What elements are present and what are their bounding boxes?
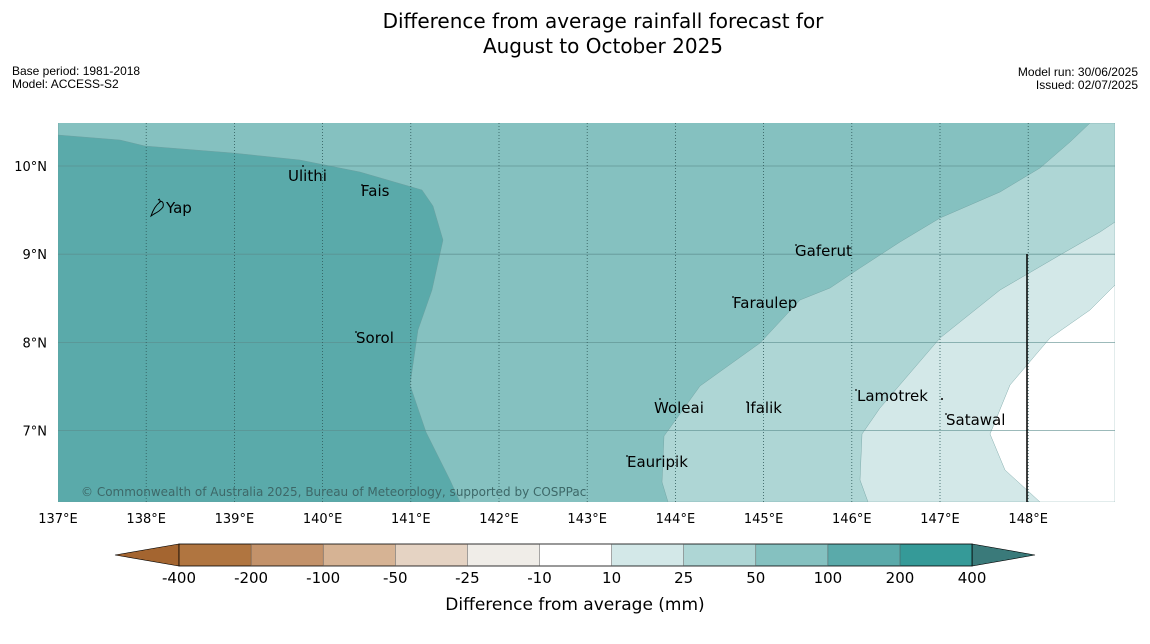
colorbar-segment — [395, 544, 468, 566]
title-line-1: Difference from average rainfall forecas… — [382, 9, 824, 33]
lat-tick-label: 10°N — [14, 160, 47, 175]
lon-tick-label: 141°E — [391, 512, 431, 527]
meta-right: Model run: 30/06/2025 Issued: 02/07/2025 — [1018, 66, 1138, 92]
island-marker — [945, 413, 947, 415]
island-marker — [659, 398, 661, 400]
place-label-eauripik: Eauripik — [627, 453, 688, 471]
place-label-sorol: Sorol — [356, 329, 394, 347]
colorbar-tick-label: 100 — [814, 569, 843, 587]
colorbar-segment — [755, 544, 829, 566]
island-marker — [302, 165, 304, 167]
longitude-gridlines — [145, 123, 1029, 502]
colorbar-tick-label: 25 — [674, 569, 693, 587]
map-title: Difference from average rainfall forecas… — [0, 9, 1150, 59]
island-marker — [626, 455, 628, 457]
colorbar-tick-label: 200 — [886, 569, 915, 587]
colorbar-extend-high — [971, 543, 1036, 567]
colorbar-extend-low — [114, 543, 180, 567]
colorbar-tick-label: 50 — [746, 569, 765, 587]
model-run-text: Model run: 30/06/2025 — [1017, 65, 1138, 79]
copyright-text: © Commonwealth of Australia 2025, Bureau… — [81, 485, 586, 499]
island-marker — [795, 244, 797, 246]
colorbar-tick-label: -200 — [234, 569, 268, 587]
model-text: Model: ACCESS-S2 — [12, 77, 119, 91]
place-label-woleai: Woleai — [654, 399, 704, 417]
lon-tick-label: 146°E — [832, 512, 872, 527]
lon-tick-label: 142°E — [479, 512, 519, 527]
lon-tick-label: 140°E — [303, 512, 343, 527]
yap-island-islet — [157, 198, 161, 201]
lon-tick-label: 143°E — [567, 512, 607, 527]
lon-tick-label: 139°E — [215, 512, 255, 527]
lon-tick-label: 137°E — [38, 512, 78, 527]
island-marker — [746, 401, 748, 403]
colorbar-segment — [900, 544, 973, 566]
colorbar-frame — [178, 543, 973, 567]
lon-tick-label: 148°E — [1008, 512, 1048, 527]
latitude-tick-labels: 10°N 9°N 8°N 7°N — [14, 160, 47, 440]
lat-tick-label: 9°N — [23, 248, 48, 263]
colorbar-segment — [179, 544, 252, 566]
place-label-ifalik: Ifalik — [746, 399, 782, 417]
colorbar-tick-label: -100 — [306, 569, 340, 587]
island-marker — [361, 184, 363, 186]
lon-tick-label: 144°E — [656, 512, 696, 527]
place-label-ulithi: Ulithi — [288, 167, 327, 185]
lon-tick-label: 147°E — [920, 512, 960, 527]
colorbar-tick-label: 400 — [958, 569, 987, 587]
place-label-lamotrek: Lamotrek — [857, 387, 928, 405]
legend-title: Difference from average (mm) — [445, 595, 704, 615]
lon-tick-label: 138°E — [126, 512, 166, 527]
colorbar-segment — [251, 544, 324, 566]
island-marker — [941, 398, 943, 400]
longitude-tick-labels: 137°E 138°E 139°E 140°E 141°E 142°E 143°E 144°E… — [38, 512, 1048, 527]
place-labels: Yap Ulithi Fais Gaferut Faraulep Sorol Lamotre… — [159, 165, 1005, 471]
colorbar-segment — [683, 544, 757, 566]
colorbar-tick-label: -50 — [383, 569, 408, 587]
island-marker — [355, 331, 357, 333]
map-area: Yap Ulithi Fais Gaferut Faraulep Sorol Lamotre… — [58, 123, 1115, 502]
region-minus10-10mm — [989, 284, 1115, 502]
colorbar-tick-label: -10 — [527, 569, 552, 587]
colorbar-tick-label: 10 — [602, 569, 621, 587]
colorbar-legend: -400 -200 -100 -50 -25 -10 10 25 50 100 200 400 — [114, 543, 1036, 587]
colorbar-segment — [323, 544, 396, 566]
colorbar-tick-label: -25 — [455, 569, 480, 587]
island-marker — [159, 200, 161, 202]
place-label-gaferut: Gaferut — [795, 242, 852, 260]
island-marker — [855, 389, 857, 391]
colorbar-segment — [467, 544, 540, 566]
issued-text: Issued: 02/07/2025 — [1035, 78, 1138, 92]
lat-tick-label: 8°N — [23, 336, 48, 351]
place-label-yap: Yap — [165, 199, 192, 217]
colorbar-segment — [539, 544, 612, 566]
meta-left: Base period: 1981-2018 Model: ACCESS-S2 — [12, 65, 140, 91]
place-label-fais: Fais — [361, 182, 390, 200]
lon-tick-label: 145°E — [744, 512, 784, 527]
island-marker — [732, 296, 734, 298]
title-line-2: August to October 2025 — [482, 34, 724, 58]
region-100-200mm — [58, 123, 461, 502]
colorbar-tick-label: -400 — [162, 569, 196, 587]
yap-island-shape — [150, 200, 164, 218]
place-label-satawal: Satawal — [946, 411, 1005, 429]
base-period-text: Base period: 1981-2018 — [12, 64, 141, 78]
place-label-faraulep: Faraulep — [733, 294, 797, 312]
colorbar-segment — [827, 544, 901, 566]
colorbar-segment — [611, 544, 685, 566]
lat-tick-label: 7°N — [23, 425, 48, 440]
